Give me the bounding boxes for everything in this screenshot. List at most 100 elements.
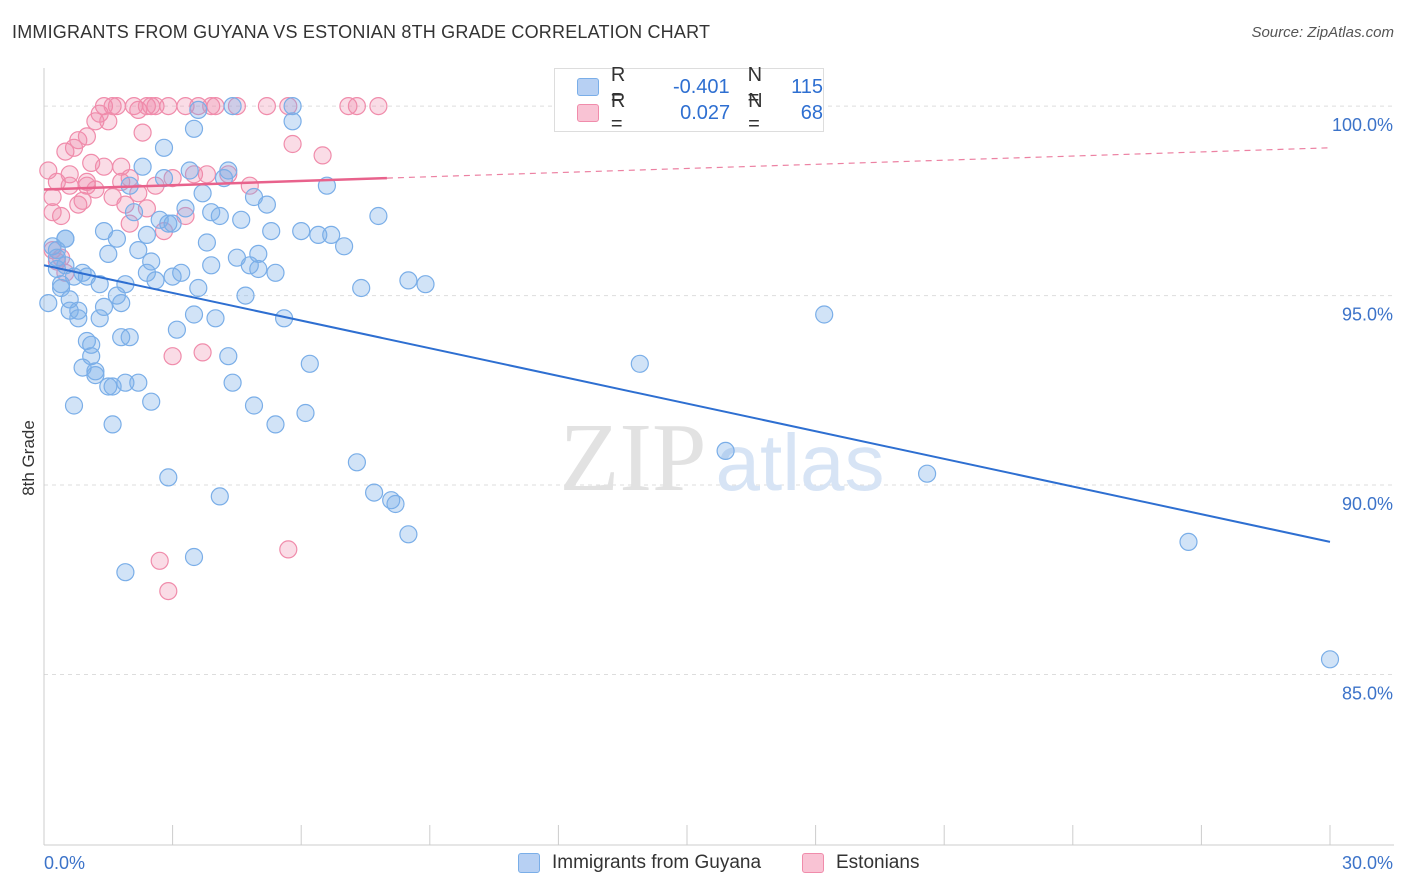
chart-title: IMMIGRANTS FROM GUYANA VS ESTONIAN 8TH G… [12,22,711,42]
estonians-point-48 [257,96,276,116]
estonians-point-25 [146,96,165,116]
guyana-point-53 [283,112,302,131]
guyana-point-84 [365,483,384,502]
guyana-point-106 [630,354,649,373]
guyana-point-49 [249,259,268,279]
guyana-point-32 [176,199,195,218]
guyana-point-36 [193,184,212,203]
guyana-point-75 [142,392,161,411]
y-tick-label-3: 85.0% [1342,683,1393,703]
guyana-point-43 [223,373,242,392]
guyana-point-101 [322,225,341,244]
guyana-point-83 [347,453,366,472]
bottom-legend-label-guyana: Immigrants from Guyana [552,852,762,873]
estonians-point-61 [77,176,97,195]
estonians-point-16 [107,96,127,116]
guyana-point-33 [180,161,199,180]
estonians-point-46 [227,96,246,116]
guyana-point-29 [163,267,182,286]
estonians-trend-extension [386,147,1331,179]
legend-r-value-estonians: 0.027 [680,101,731,124]
legend-r-value-guyana: -0.401 [672,75,730,98]
y-axis-label: 8th Grade [19,420,38,496]
guyana-point-98 [244,396,264,415]
tick-labels: 100.0% 95.0% 90.0% 85.0% 0.0% 30.0% [44,115,1393,873]
guyana-point-45 [232,210,251,229]
guyana-point-78 [202,203,221,222]
estonians-point-62 [150,551,169,570]
estonians-point-19 [120,214,139,233]
estonians-point-53 [347,96,366,116]
guyana-point-34 [184,119,204,138]
estonians-point-1 [43,187,62,207]
guyana-point-46 [236,286,255,305]
guyana-point-22 [133,157,152,176]
estonians-point-54 [369,96,388,116]
guyana-point-89 [64,396,84,415]
guyana-point-104 [210,487,229,506]
guyana-point-58 [335,237,354,256]
guyana-point-23 [137,225,156,244]
estonians-trend-line [43,176,387,191]
guyana-point-28 [159,214,178,233]
guyana-point-96 [189,100,208,120]
guyana-point-40 [210,206,229,226]
y-tick-label-2: 90.0% [1342,494,1393,514]
guyana-point-0 [39,294,58,313]
estonians-points [39,96,388,601]
guyana-point-54 [292,222,311,241]
estonians-point-51 [313,146,332,165]
guyana-point-80 [249,244,268,263]
estonians-point-66 [279,540,298,559]
watermark-atlas: atlas [716,418,885,507]
legend-r-label: R = [610,64,626,109]
guyana-point-14 [99,244,118,263]
guyana-point-68 [82,335,101,354]
estonians-point-15 [103,96,122,116]
legend-n-value-guyana: 115 [791,75,823,98]
guyana-point-59 [352,278,371,298]
estonians-point-57 [189,96,208,116]
legend-swatch-estonians [577,104,599,122]
estonians-point-4 [56,142,75,161]
legend-row-guyana: R = -0.401 N = 115 [577,64,823,109]
guyana-point-102 [116,563,135,582]
guyana-point-72 [112,294,131,313]
guyana-point-21 [129,241,148,260]
estonians-point-55 [159,96,178,116]
guyana-point-93 [137,263,156,282]
bottom-legend-swatch-estonians [802,853,824,873]
legend-r-label: R = [610,90,626,135]
guyana-point-103 [184,547,204,567]
guyana-point-114 [107,229,127,248]
guyana-point-60 [369,206,388,226]
guyana-point-56 [309,225,328,244]
y-tick-label-0: 100.0% [1332,115,1393,135]
guyana-point-65 [69,301,88,320]
guyana-point-39 [206,309,225,328]
estonians-point-65 [193,343,212,362]
guyana-point-18 [116,373,135,392]
watermark: ZIP atlas [560,404,885,512]
guyana-point-24 [142,252,161,271]
guyana-point-77 [184,305,204,324]
guyana-point-35 [189,278,208,298]
guyana-point-37 [197,233,216,252]
trend-lines [43,147,1331,543]
guyana-point-79 [219,161,238,180]
estonians-point-14 [99,112,118,131]
legend-n-value-estonians: 68 [800,101,823,124]
estonians-point-43 [197,165,216,184]
guyana-point-113 [56,229,75,248]
guyana-point-97 [223,96,242,116]
guyana-point-31 [172,263,191,282]
bottom-legend-estonians: Estonians [802,852,919,874]
guyana-point-109 [917,464,937,483]
guyana-point-107 [716,441,735,460]
guyana-point-100 [283,96,302,116]
guyana-point-86 [399,525,418,544]
guyana-point-7 [69,309,88,328]
guyana-point-70 [99,377,118,396]
legend-swatch-guyana [577,78,599,96]
